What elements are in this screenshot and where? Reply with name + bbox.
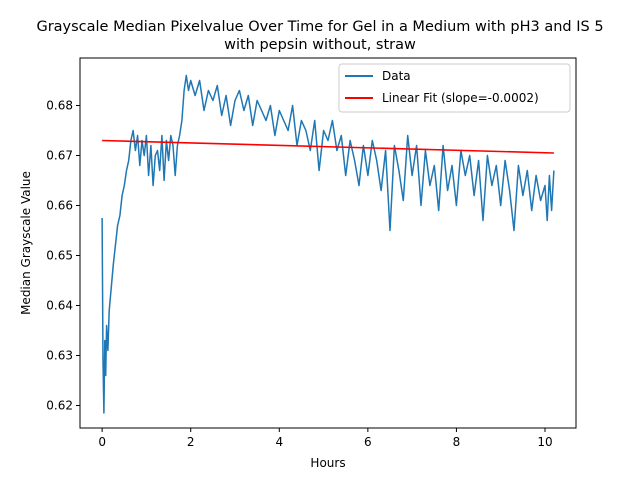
y-tick-label: 0.62: [46, 399, 73, 413]
x-axis-ticks: 0 2 4 6 8 10: [98, 428, 553, 449]
x-tick-label: 4: [275, 435, 283, 449]
legend-label-data: Data: [382, 69, 411, 83]
x-tick-label: 10: [537, 435, 552, 449]
x-tick-label: 0: [98, 435, 106, 449]
y-tick-label: 0.65: [46, 249, 73, 263]
legend-box: [338, 63, 571, 113]
x-tick-label: 2: [187, 435, 195, 449]
series-line-linear-fit: [102, 139, 554, 154]
chart-title-line-2: with pepsin without, straw: [224, 37, 416, 53]
y-tick-label: 0.63: [46, 349, 73, 363]
x-axis-label: Hours: [310, 456, 345, 470]
plot-area: [101, 74, 555, 414]
y-axis-label: Median Grayscale Value: [19, 171, 33, 315]
y-axis-ticks: 0.62 0.63 0.64 0.65 0.66 0.67 0.68: [46, 99, 80, 413]
y-tick-label: 0.67: [46, 149, 73, 163]
axes-frame: [79, 57, 577, 429]
legend: Data Linear Fit (slope=-0.0002): [338, 63, 571, 113]
series-line-data: [101, 74, 555, 414]
y-tick-label: 0.68: [46, 99, 73, 113]
x-tick-label: 8: [453, 435, 461, 449]
y-tick-label: 0.66: [46, 199, 73, 213]
y-tick-label: 0.64: [46, 299, 73, 313]
chart-title-line-1: Grayscale Median Pixelvalue Over Time fo…: [36, 19, 603, 35]
x-tick-label: 6: [364, 435, 372, 449]
legend-label-linear-fit: Linear Fit (slope=-0.0002): [382, 91, 539, 105]
